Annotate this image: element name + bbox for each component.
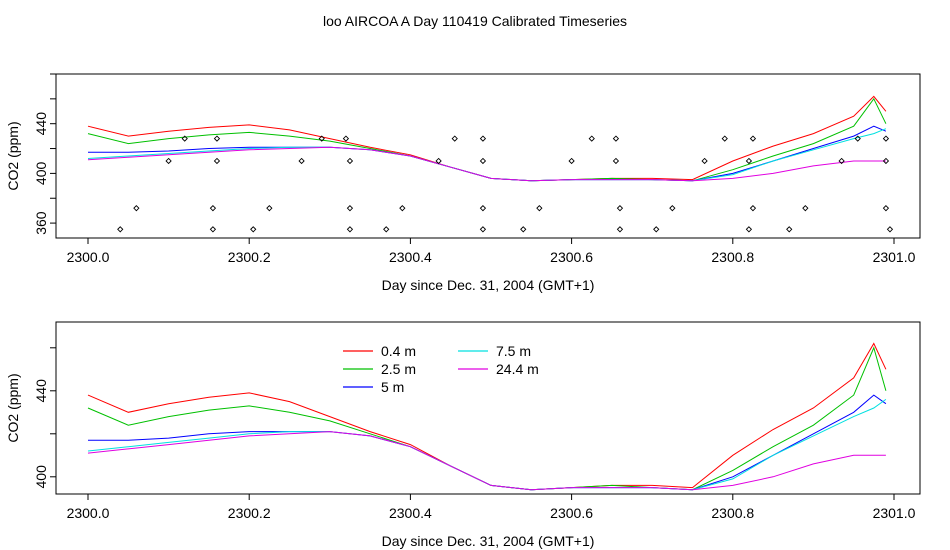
sample-point [802, 205, 809, 212]
y-tick-label: 400 [33, 162, 49, 186]
x-tick-label: 2300.2 [228, 249, 271, 265]
plot-frame [55, 73, 921, 239]
x-tick-label: 2301.0 [873, 505, 916, 521]
sample-point [117, 226, 124, 233]
y-tick-label: 360 [33, 211, 49, 235]
series-line-5-m [88, 394, 887, 491]
x-tick-label: 2300.8 [711, 249, 754, 265]
sample-point [383, 226, 390, 233]
series-line-24-4-m [87, 431, 886, 491]
sample-point [616, 226, 624, 233]
sample-point [213, 135, 221, 142]
legend-label-0-4-m: 0.4 m [381, 343, 416, 359]
sample-point [721, 135, 728, 142]
legend-label-24-4-m: 24.4 m [496, 361, 539, 377]
series-line-0-4-m [87, 95, 887, 182]
sample-point [342, 135, 350, 142]
legend-label-7-5-m: 7.5 m [496, 343, 531, 359]
sample-point [669, 205, 676, 212]
sample-point [588, 135, 595, 142]
x-axis-label: Day since Dec. 31, 2004 (GMT+1) [382, 533, 595, 549]
figure-title: loo AIRCOA A Day 110419 Calibrated Times… [323, 13, 627, 29]
sample-point [838, 157, 845, 165]
sample-point [318, 135, 325, 142]
series-line-24-4-m [87, 146, 886, 182]
y-tick-label: 400 [33, 465, 49, 489]
series-line-7-5-m [87, 128, 887, 182]
sample-point [346, 157, 354, 165]
plot-frame [55, 321, 921, 495]
sample-point [479, 226, 487, 233]
sample-point [133, 205, 140, 212]
y-tick-label: 440 [33, 112, 49, 136]
x-tick-label: 2301.0 [873, 249, 916, 265]
x-tick-label: 2300.8 [711, 505, 754, 521]
sample-point [250, 226, 257, 233]
y-axis-label: CO2 (ppm) [5, 121, 21, 190]
series-lines [87, 342, 887, 491]
sample-point [745, 226, 753, 233]
sample-point [701, 157, 708, 165]
sample-point [181, 135, 188, 142]
sample-point [882, 157, 890, 165]
sample-point [209, 205, 217, 212]
top-panel: 2300.0 2300.2 2300.4 2300.6 2300.8 2301.0 360 4… [5, 73, 921, 293]
sample-point [266, 205, 273, 212]
x-tick-label: 2300.6 [550, 249, 593, 265]
sample-point [213, 157, 221, 165]
sample-point [479, 205, 487, 212]
x-axis-label: Day since Dec. 31, 2004 (GMT+1) [382, 277, 595, 293]
sample-point [749, 135, 757, 142]
sample-point [165, 157, 172, 165]
legend-label-2-5-m: 2.5 m [381, 361, 416, 377]
x-tick-label: 2300.6 [550, 505, 593, 521]
legend-label-5-m: 5 m [381, 379, 404, 395]
bottom-panel: 2300.0 2300.2 2300.4 2300.6 2300.8 2301.0 400 4… [5, 321, 921, 549]
series-line-0-4-m [87, 342, 887, 491]
series-line-7-5-m [87, 398, 887, 491]
x-tick-label: 2300.0 [67, 505, 110, 521]
sample-point [479, 157, 487, 165]
sample-point [536, 205, 543, 212]
x-tick-label: 2300.4 [389, 249, 432, 265]
y-axis-label: CO2 (ppm) [5, 373, 21, 442]
sample-point [616, 205, 624, 212]
x-tick-label: 2300.4 [389, 505, 432, 521]
sample-point [209, 226, 217, 233]
sample-point [653, 226, 660, 233]
series-line-2-5-m [87, 97, 887, 182]
sample-point [346, 205, 354, 212]
y-tick-label: 440 [33, 379, 49, 403]
legend: 0.4 m 2.5 m 5 m 7.5 m 24.4 m [343, 343, 539, 395]
sample-point [479, 135, 487, 142]
sample-point [435, 157, 442, 165]
series-lines [87, 95, 887, 182]
sample-point [298, 157, 305, 165]
sample-point [886, 226, 894, 233]
sample-point [854, 135, 861, 142]
sample-point [399, 205, 406, 212]
sample-point [882, 135, 890, 142]
x-tick-label: 2300.0 [67, 249, 110, 265]
sample-point [451, 135, 458, 142]
series-line-5-m [88, 125, 887, 182]
x-tick-label: 2300.2 [228, 505, 271, 521]
sample-point [612, 157, 620, 165]
sample-markers [117, 135, 894, 233]
sample-point [745, 157, 753, 165]
sample-point [346, 226, 354, 233]
sample-point [786, 226, 793, 233]
sample-point [612, 135, 620, 142]
sample-point [568, 157, 575, 165]
sample-point [520, 226, 527, 233]
sample-point [749, 205, 757, 212]
sample-point [882, 205, 890, 212]
